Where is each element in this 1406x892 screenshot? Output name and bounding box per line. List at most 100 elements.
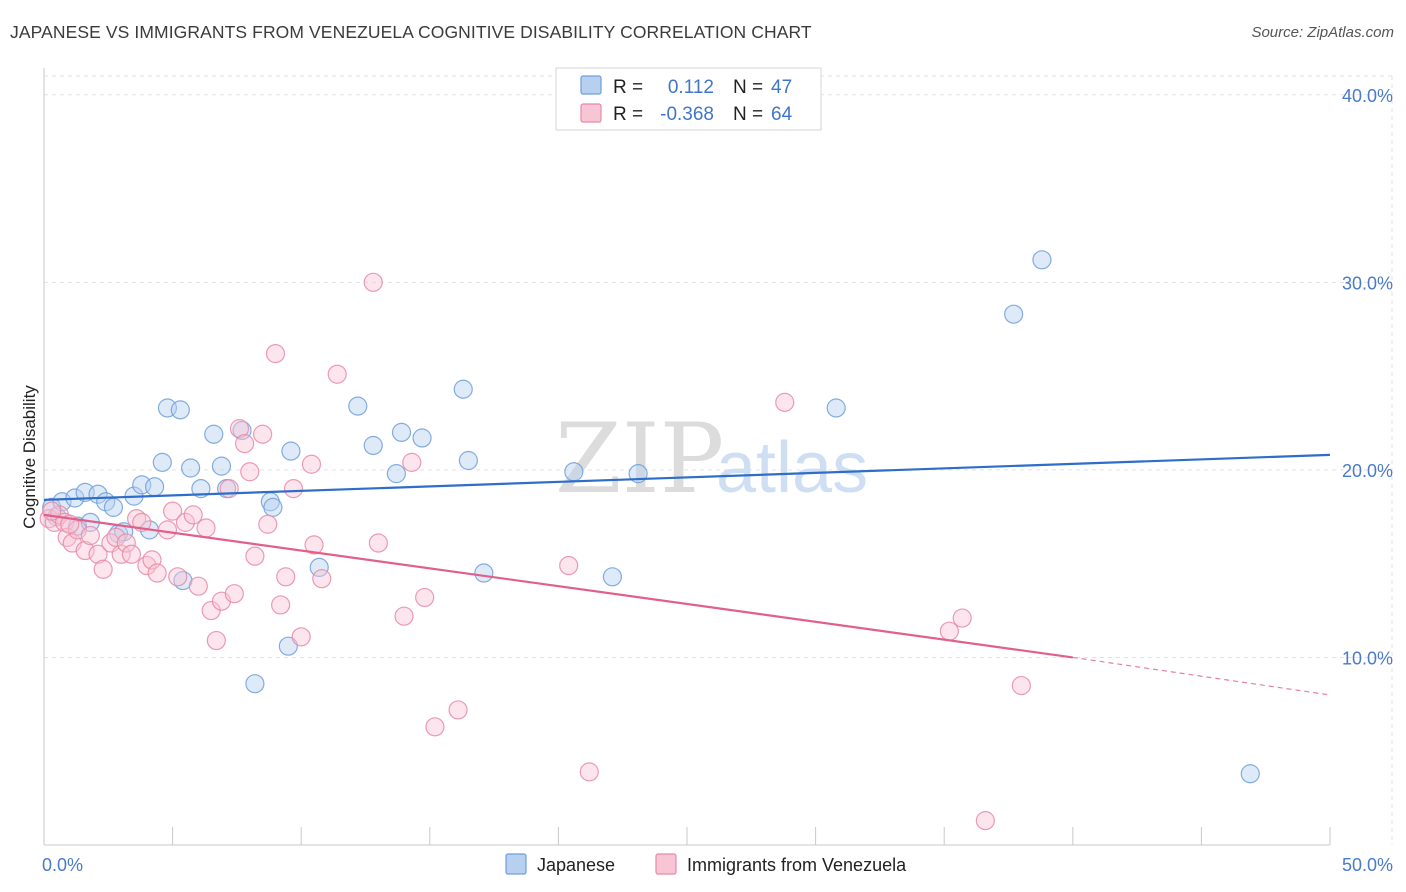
point-japanese-15 — [144, 477, 165, 497]
point-venezuela-31 — [219, 479, 239, 499]
watermark-zip: ZIP — [555, 403, 724, 515]
bottom-legend-venezuela: Immigrants from Venezuela — [687, 855, 907, 875]
point-japanese-46 — [1240, 764, 1260, 784]
legend-r-value-venezuela: -0.368 — [660, 104, 714, 125]
point-venezuela-21 — [157, 520, 178, 540]
point-japanese-9 — [103, 497, 124, 517]
point-venezuela-25 — [183, 505, 203, 525]
point-japanese-43 — [826, 398, 846, 418]
point-japanese-37 — [453, 379, 473, 399]
point-japanese-32 — [348, 396, 368, 416]
point-japanese-34 — [386, 464, 406, 484]
legend-swatch-japanese — [580, 75, 602, 95]
point-venezuela-15 — [121, 544, 142, 564]
point-venezuela-38 — [258, 514, 278, 534]
point-venezuela-56 — [579, 762, 599, 782]
x-tick-labels: 0.0% 50.0% — [42, 855, 1393, 875]
point-venezuela-52 — [415, 587, 435, 608]
legend-r-value-japanese: 0.112 — [668, 77, 714, 98]
point-venezuela-35 — [240, 462, 260, 482]
point-venezuela-13 — [111, 544, 131, 564]
legend-r-label-japanese: R = — [613, 77, 643, 98]
point-venezuela-8 — [80, 525, 100, 546]
point-japanese-31 — [309, 557, 329, 578]
point-japanese-40 — [564, 462, 584, 482]
point-japanese-35 — [391, 422, 412, 442]
point-japanese-26 — [245, 674, 265, 694]
y-tick-labels: 10.0% 20.0% 30.0% 40.0% — [1342, 86, 1393, 669]
point-venezuela-29 — [206, 630, 226, 651]
point-venezuela-18 — [137, 555, 157, 576]
trend-line-japanese — [43, 453, 1331, 501]
point-venezuela-37 — [253, 424, 273, 444]
point-japanese-29 — [278, 636, 298, 656]
legend-n-label-japanese: N = — [733, 77, 763, 98]
legend-bottom: Japanese Immigrants from Venezuela — [505, 853, 907, 875]
point-venezuela-22 — [163, 501, 183, 521]
point-japanese-20 — [181, 458, 201, 478]
point-japanese-44 — [1004, 304, 1024, 324]
point-venezuela-39 — [265, 343, 286, 364]
bottom-legend-swatch-japanese — [505, 853, 527, 875]
chart-title: JAPANESE VS IMMIGRANTS FROM VENEZUELA CO… — [10, 22, 812, 42]
data-points — [39, 250, 1260, 831]
point-venezuela-45 — [304, 535, 324, 555]
point-venezuela-14 — [116, 533, 136, 553]
point-venezuela-36 — [245, 546, 265, 566]
point-japanese-33 — [363, 435, 383, 456]
point-venezuela-26 — [188, 576, 208, 596]
point-venezuela-53 — [425, 717, 445, 737]
y-tick-label-2: 30.0% — [1342, 273, 1393, 293]
point-venezuela-7 — [75, 540, 95, 561]
bottom-legend-japanese: Japanese — [537, 855, 615, 875]
y-tick-label-0: 10.0% — [1342, 648, 1393, 668]
point-venezuela-9 — [88, 544, 108, 564]
grid-lines — [44, 75, 1393, 845]
watermark-atlas: atlas — [716, 428, 868, 508]
point-japanese-16 — [152, 452, 172, 472]
point-venezuela-44 — [301, 454, 322, 474]
point-venezuela-34 — [235, 434, 255, 454]
y-axis-label: Cognitive Disability — [20, 385, 39, 529]
point-venezuela-57 — [775, 392, 795, 412]
point-japanese-30 — [281, 441, 301, 461]
point-venezuela-32 — [224, 584, 244, 604]
point-venezuela-20 — [147, 563, 167, 583]
axes — [43, 68, 1331, 846]
point-japanese-21 — [191, 479, 211, 499]
point-venezuela-27 — [196, 518, 216, 538]
y-tick-label-3: 40.0% — [1342, 86, 1393, 106]
point-venezuela-59 — [952, 608, 972, 628]
point-venezuela-54 — [448, 700, 468, 720]
legend-r-label-venezuela: R = — [613, 104, 643, 125]
legend-swatch-venezuela — [580, 103, 602, 123]
bottom-legend-swatch-venezuela — [655, 853, 677, 875]
point-venezuela-24 — [175, 512, 196, 532]
point-venezuela-49 — [368, 533, 388, 553]
point-venezuela-33 — [229, 419, 250, 439]
legend-top: R = 0.112 N = 47 R = -0.368 N = 64 — [555, 67, 822, 131]
point-japanese-28 — [263, 497, 283, 517]
trend-line-venezuela — [43, 513, 1073, 659]
point-venezuela-51 — [402, 452, 422, 472]
legend-n-value-japanese: 47 — [771, 77, 792, 98]
trend-lines — [43, 453, 1331, 696]
y-tick-label-1: 20.0% — [1342, 461, 1393, 481]
trend-line-extension-venezuela — [1072, 656, 1331, 696]
point-japanese-39 — [474, 563, 494, 583]
point-venezuela-48 — [363, 272, 383, 292]
point-venezuela-46 — [312, 569, 332, 589]
point-japanese-41 — [602, 567, 623, 587]
point-venezuela-47 — [327, 364, 347, 384]
x-tick-label-0: 0.0% — [42, 855, 83, 875]
point-venezuela-61 — [1011, 675, 1031, 696]
point-venezuela-50 — [394, 606, 414, 626]
watermark: ZIP atlas — [555, 403, 868, 515]
point-japanese-38 — [458, 450, 478, 471]
source-label: Source: ZipAtlas.com — [1251, 24, 1394, 41]
point-japanese-18 — [170, 400, 190, 420]
point-venezuela-10 — [93, 559, 113, 579]
legend-n-label-venezuela: N = — [733, 104, 763, 125]
point-japanese-22 — [204, 424, 224, 444]
